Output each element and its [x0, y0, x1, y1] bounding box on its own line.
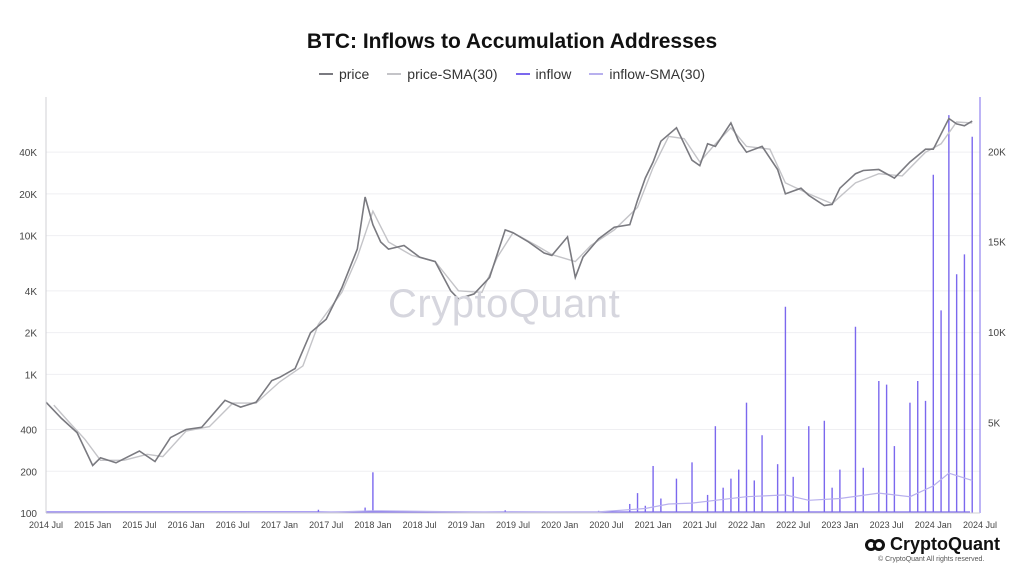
y-left-tick-label: 200 [20, 467, 37, 478]
y-right-tick-label: 10K [988, 328, 1006, 339]
legend-swatch-inflow-sma [589, 73, 604, 75]
x-tick-label: 2020 Jan [541, 520, 578, 530]
brand-logo-icon [864, 537, 886, 553]
y-right-tick-label: 20K [988, 147, 1006, 158]
legend-swatch-inflow [515, 73, 530, 75]
y-left-tick-label: 40K [19, 148, 37, 159]
y-left-tick-label: 4K [25, 287, 38, 298]
y-left-tick-label: 20K [19, 190, 37, 201]
legend-item-inflow[interactable]: inflow [515, 66, 572, 82]
legend-label-inflow: inflow [535, 66, 572, 82]
brand-copyright: © CryptoQuant All rights reserved. [878, 556, 985, 563]
legend-item-price-sma[interactable]: price-SMA(30) [387, 66, 498, 82]
legend-item-inflow-sma[interactable]: inflow-SMA(30) [589, 66, 705, 82]
y-left-tick-label: 400 [20, 426, 37, 437]
x-tick-label: 2024 Jul [963, 520, 997, 530]
watermark-text: CryptoQuant [388, 282, 621, 326]
x-tick-label: 2021 Jul [683, 520, 717, 530]
brand-name: CryptoQuant [890, 534, 1000, 554]
x-tick-label: 2019 Jul [496, 520, 530, 530]
x-tick-label: 2023 Jul [870, 520, 904, 530]
y-left-tick-label: 100 [20, 509, 37, 520]
y-right-tick-label: 5K [988, 419, 1001, 430]
x-tick-label: 2024 Jan [915, 520, 952, 530]
legend-label-price: price [338, 66, 370, 82]
y-right-tick-label: 15K [988, 238, 1006, 249]
legend-label-inflow-sma: inflow-SMA(30) [609, 66, 706, 82]
x-tick-label: 2018 Jul [403, 520, 437, 530]
brand-logo[interactable]: CryptoQuant [864, 534, 1000, 555]
legend-label-price-sma: price-SMA(30) [407, 66, 498, 82]
x-tick-label: 2020 Jul [589, 520, 623, 530]
x-tick-label: 2016 Jan [168, 520, 205, 530]
x-tick-label: 2014 Jul [29, 520, 63, 530]
inflow-sma30-line [45, 472, 973, 514]
x-tick-label: 2017 Jan [261, 520, 298, 530]
x-tick-label: 2018 Jan [354, 520, 391, 530]
legend-swatch-price-sma [387, 73, 402, 75]
x-tick-label: 2022 Jul [776, 520, 810, 530]
y-left-tick-label: 1K [25, 370, 38, 381]
x-tick-label: 2023 Jan [821, 520, 858, 530]
x-tick-label: 2016 Jul [216, 520, 250, 530]
x-tick-label: 2017 Jul [309, 520, 343, 530]
inflow-series [45, 115, 973, 514]
chart-grid [46, 151, 980, 472]
chart-axes: 100 200 400 1K 2K 4K 10K 20K 40K 5K 10K 15K 20K 2014 … [19, 97, 1006, 530]
y-left-tick-label: 2K [25, 329, 38, 340]
legend-item-price[interactable]: price [318, 66, 370, 82]
price-line [45, 117, 973, 467]
x-tick-label: 2022 Jan [728, 520, 765, 530]
x-tick-label: 2015 Jan [74, 520, 111, 530]
x-tick-label: 2015 Jul [122, 520, 156, 530]
chart-legend: price price-SMA(30) inflow inflow-SMA(30… [0, 66, 1024, 82]
y-left-tick-label: 10K [19, 232, 37, 243]
x-tick-label: 2021 Jan [635, 520, 672, 530]
legend-swatch-price [318, 73, 333, 75]
price-series [45, 117, 973, 467]
chart-title: BTC: Inflows to Accumulation Addresses [306, 30, 718, 53]
x-tick-label: 2019 Jan [448, 520, 485, 530]
